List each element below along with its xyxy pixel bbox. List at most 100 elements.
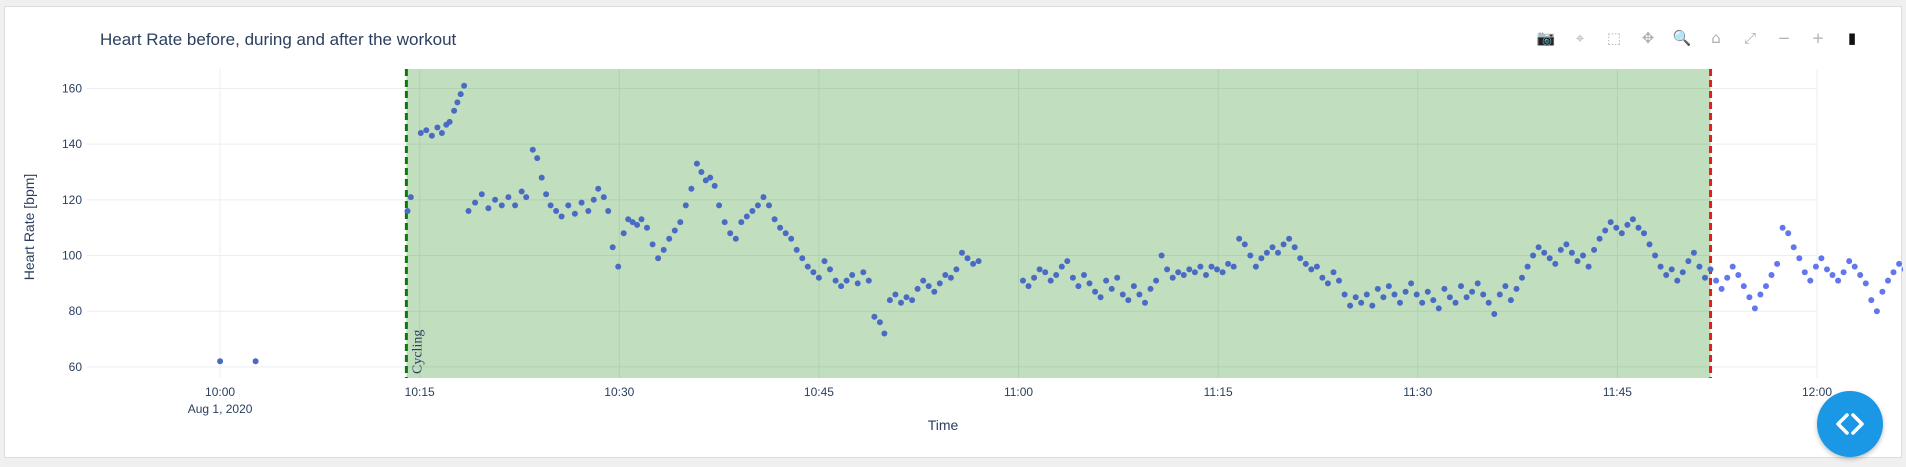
data-point[interactable] <box>590 196 597 203</box>
data-point[interactable] <box>625 216 632 223</box>
data-point[interactable] <box>1596 235 1603 242</box>
data-point[interactable] <box>854 280 861 287</box>
data-point[interactable] <box>1835 277 1842 284</box>
plotly-logo-button[interactable]: ▮ <box>1841 27 1863 49</box>
data-point[interactable] <box>1236 235 1243 242</box>
data-point[interactable] <box>1103 277 1110 284</box>
data-point[interactable] <box>1751 305 1758 312</box>
zoom-out-button[interactable]: − <box>1773 27 1795 49</box>
data-point[interactable] <box>1452 299 1459 306</box>
data-point[interactable] <box>492 196 499 203</box>
data-point[interactable] <box>649 241 656 248</box>
data-point[interactable] <box>964 255 971 262</box>
data-point[interactable] <box>1485 299 1492 306</box>
data-point[interactable] <box>1197 263 1204 270</box>
data-point[interactable] <box>920 277 927 284</box>
data-point[interactable] <box>1796 255 1803 262</box>
data-point[interactable] <box>1324 280 1331 287</box>
data-point[interactable] <box>975 258 982 265</box>
data-point[interactable] <box>1225 260 1232 267</box>
data-point[interactable] <box>1790 244 1797 251</box>
data-point[interactable] <box>698 169 705 175</box>
data-point[interactable] <box>1785 230 1792 237</box>
data-point[interactable] <box>446 118 453 125</box>
data-point[interactable] <box>677 219 684 226</box>
data-point[interactable] <box>947 274 954 281</box>
data-point[interactable] <box>1857 272 1864 278</box>
zoom-in-button[interactable]: + <box>1807 27 1829 49</box>
data-point[interactable] <box>1868 297 1875 304</box>
data-point[interactable] <box>793 246 800 253</box>
data-point[interactable] <box>1629 216 1636 223</box>
data-point[interactable] <box>605 208 612 214</box>
data-point[interactable] <box>1757 291 1764 298</box>
data-point[interactable] <box>838 283 845 290</box>
data-point[interactable] <box>1563 241 1570 248</box>
data-point[interactable] <box>1153 277 1160 284</box>
data-point[interactable] <box>1402 288 1409 295</box>
data-point[interactable] <box>1702 274 1708 281</box>
data-point[interactable] <box>827 266 833 273</box>
data-point[interactable] <box>1735 272 1742 278</box>
data-point[interactable] <box>1774 260 1781 267</box>
data-point[interactable] <box>1580 252 1586 259</box>
data-point[interactable] <box>1763 283 1769 290</box>
data-point[interactable] <box>1474 280 1481 287</box>
data-point[interactable] <box>886 297 893 304</box>
data-point[interactable] <box>1641 230 1647 237</box>
data-point[interactable] <box>1674 277 1681 284</box>
data-point[interactable] <box>760 194 767 201</box>
data-point[interactable] <box>454 99 461 106</box>
data-point[interactable] <box>1042 269 1049 276</box>
data-point[interactable] <box>970 260 977 267</box>
data-point[interactable] <box>1363 291 1370 298</box>
data-point[interactable] <box>1873 308 1880 315</box>
data-point[interactable] <box>1391 291 1398 298</box>
data-point[interactable] <box>407 194 414 201</box>
data-point[interactable] <box>1890 269 1897 276</box>
data-point[interactable] <box>1746 294 1753 301</box>
data-point[interactable] <box>1385 283 1392 290</box>
data-point[interactable] <box>1119 291 1126 298</box>
data-point[interactable] <box>1541 249 1548 256</box>
data-point[interactable] <box>1801 269 1808 276</box>
data-point[interactable] <box>777 224 784 231</box>
data-point[interactable] <box>1602 227 1609 234</box>
data-point[interactable] <box>1286 235 1293 242</box>
data-point[interactable] <box>810 269 817 276</box>
data-point[interactable] <box>953 266 960 273</box>
data-point[interactable] <box>716 202 723 209</box>
data-point[interactable] <box>565 202 572 209</box>
data-point[interactable] <box>1879 288 1886 295</box>
data-point[interactable] <box>1552 260 1559 267</box>
data-point[interactable] <box>732 235 739 242</box>
data-point[interactable] <box>1507 297 1514 304</box>
data-point[interactable] <box>860 269 867 276</box>
data-point[interactable] <box>1901 266 1903 272</box>
data-point[interactable] <box>428 132 435 139</box>
data-point[interactable] <box>1358 299 1365 306</box>
data-point[interactable] <box>1319 274 1326 281</box>
data-point[interactable] <box>1158 252 1165 259</box>
data-point[interactable] <box>1690 249 1697 256</box>
data-point[interactable] <box>1164 266 1171 273</box>
data-point[interactable] <box>1408 280 1415 287</box>
data-point[interactable] <box>1252 263 1259 270</box>
data-point[interactable] <box>1219 269 1226 276</box>
data-point[interactable] <box>1341 291 1348 298</box>
data-point[interactable] <box>634 221 641 228</box>
data-point[interactable] <box>1313 263 1320 270</box>
data-point[interactable] <box>1657 263 1664 270</box>
data-point[interactable] <box>914 285 921 292</box>
data-point[interactable] <box>1724 274 1731 281</box>
data-point[interactable] <box>457 91 464 98</box>
data-point[interactable] <box>1824 266 1830 273</box>
data-point[interactable] <box>1297 255 1304 262</box>
data-point[interactable] <box>876 319 883 326</box>
data-point[interactable] <box>1862 280 1869 287</box>
data-point[interactable] <box>1502 283 1509 290</box>
data-point[interactable] <box>1413 291 1420 298</box>
data-point[interactable] <box>1125 297 1132 304</box>
data-point[interactable] <box>478 191 485 198</box>
data-point[interactable] <box>1291 244 1298 251</box>
